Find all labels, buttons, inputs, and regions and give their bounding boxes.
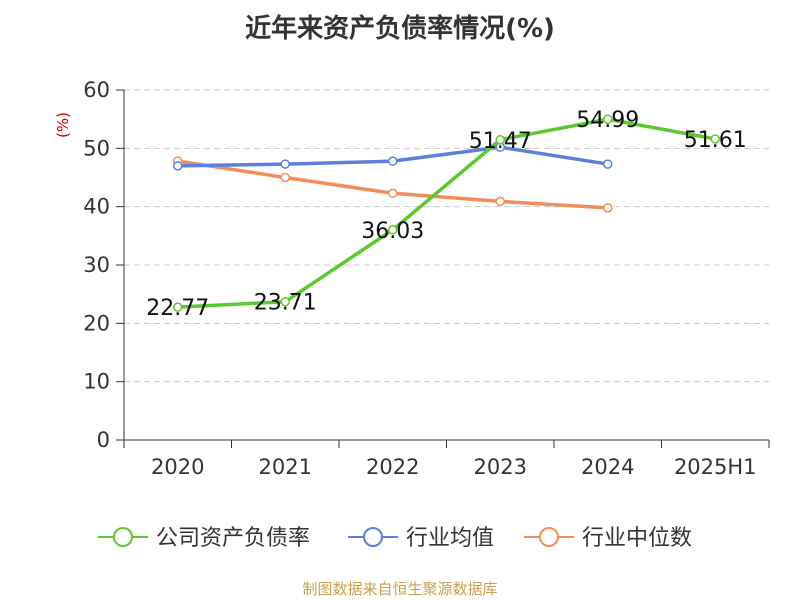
x-tick-label: 2023 xyxy=(474,455,527,479)
data-point xyxy=(495,135,505,145)
y-tick-label: 30 xyxy=(83,253,110,277)
y-tick-label: 10 xyxy=(83,370,110,394)
legend-marker xyxy=(539,527,559,547)
data-label: 51.47 xyxy=(469,129,532,154)
x-tick-label: 2022 xyxy=(366,455,419,479)
x-tick-label: 2024 xyxy=(581,455,634,479)
y-tick-label: 0 xyxy=(97,428,110,452)
data-label: 23.71 xyxy=(254,291,317,316)
data-point xyxy=(280,296,290,307)
legend-label: 行业均值 xyxy=(406,526,494,551)
legend-label: 行业中位数 xyxy=(582,526,692,551)
data-label: 22.77 xyxy=(146,296,209,321)
y-tick-label: 50 xyxy=(83,136,110,160)
x-tick-label: 2020 xyxy=(151,455,204,479)
y-tick-label: 20 xyxy=(83,311,110,335)
data-point xyxy=(603,159,613,169)
data-point xyxy=(603,203,613,213)
x-tick-label: 2025H1 xyxy=(674,455,757,479)
data-point xyxy=(710,134,720,144)
legend-marker xyxy=(113,527,133,547)
data-label: 54.99 xyxy=(576,108,639,133)
series-line xyxy=(177,117,716,309)
data-point xyxy=(173,302,183,312)
data-point xyxy=(173,161,183,171)
data-point xyxy=(495,196,505,207)
data-point xyxy=(603,114,613,124)
data-point xyxy=(388,156,398,166)
legend-marker xyxy=(363,527,383,547)
chart-title: 近年来资产负债率情况(%) xyxy=(245,14,555,44)
data-label: 36.03 xyxy=(361,219,424,244)
source-note: 制图数据来自恒生聚源数据库 xyxy=(302,580,498,598)
y-tick-label: 40 xyxy=(83,195,110,219)
y-tick-label: 60 xyxy=(83,78,110,102)
series-line xyxy=(177,159,608,210)
y-axis-label: (%) xyxy=(54,112,72,138)
data-point xyxy=(388,225,398,235)
data-label: 51.61 xyxy=(684,128,747,153)
data-point xyxy=(280,159,290,169)
data-point xyxy=(280,172,290,183)
legend-label: 公司资产负债率 xyxy=(156,526,310,551)
x-tick-label: 2021 xyxy=(259,455,312,479)
data-point xyxy=(388,188,398,198)
